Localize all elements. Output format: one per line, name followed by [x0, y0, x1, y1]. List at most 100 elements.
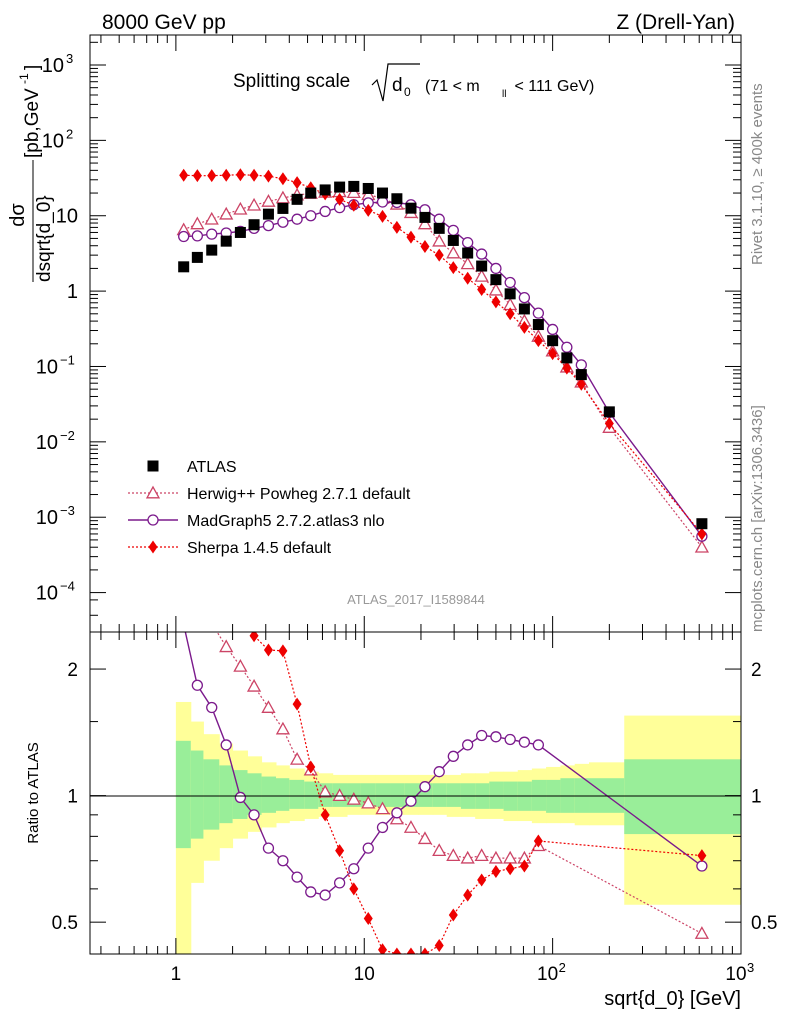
main-point-atlas: [490, 274, 502, 286]
ratio-point-herwig-powheg-2-7-1-default: [446, 848, 461, 862]
ratio-point-sherpa-1-4-5-default: [697, 849, 707, 863]
plot-title: Splitting scale d 0 (71 < m ll < 111 GeV…: [233, 63, 594, 102]
ratio-point-herwig-powheg-2-7-1-default: [233, 658, 248, 672]
ratio-point-herwig-powheg-2-7-1-default: [332, 788, 347, 802]
header-left: 8000 GeV pp: [102, 11, 226, 34]
ratio-point-madgraph5-2-7-2-atlas3-nlo: [191, 679, 203, 691]
main-point-madgraph5-2-7-2-atlas3-nlo: [575, 359, 587, 371]
main-point-sherpa-1-4-5-default: [576, 377, 586, 391]
ratio-point-sherpa-1-4-5-default: [249, 632, 259, 643]
ratio-point-sherpa-1-4-5-default: [207, 560, 216, 573]
main-point-sherpa-1-4-5-default: [533, 334, 543, 348]
main-point-atlas: [575, 369, 587, 381]
ratio-point-sherpa-1-4-5-default: [349, 882, 359, 896]
ratio-point-herwig-powheg-2-7-1-default: [318, 784, 333, 798]
ratio-point-madgraph5-2-7-2-atlas3-nlo: [433, 766, 445, 778]
ratio-point-sherpa-1-4-5-default: [363, 912, 373, 926]
ratio-series-sherpa-1-4-5-default: [207, 560, 707, 954]
ratio-point-madgraph5-2-7-2-atlas3-nlo: [362, 842, 374, 854]
ratio-point-sherpa-1-4-5-default: [335, 844, 345, 858]
rivet-label: Rivet 3.1.10, ≥ 400k events: [749, 83, 766, 265]
main-point-atlas: [504, 288, 516, 300]
main-point-atlas: [447, 234, 459, 246]
ylabel-units-suffix: ]: [22, 65, 43, 70]
main-point-atlas: [248, 219, 260, 231]
band-inner: [489, 781, 505, 809]
main-point-atlas: [291, 193, 303, 205]
ratio-point-sherpa-1-4-5-default: [306, 760, 316, 774]
sqrt-symbol: [371, 63, 420, 102]
header-right: Z (Drell-Yan): [616, 11, 735, 34]
ratio-point-madgraph5-2-7-2-atlas3-nlo: [305, 886, 317, 898]
ratio-point-herwig-powheg-2-7-1-default: [289, 751, 305, 765]
main-ytick-exp: −3: [60, 503, 75, 518]
ratio-frame: [89, 631, 742, 955]
ratio-ytick-label: 0.5: [52, 913, 78, 934]
ratio-point-herwig-powheg-2-7-1-default: [474, 848, 489, 862]
ratio-point-sherpa-1-4-5-default: [448, 908, 458, 922]
main-point-sherpa-1-4-5-default: [292, 176, 302, 190]
ratio-point-sherpa-1-4-5-default: [392, 947, 402, 954]
xtick-label: 10: [537, 964, 558, 985]
ylabel-main: dσ dsqrt{d_0} [pb,GeV -1 ]: [7, 65, 55, 282]
main-point-atlas: [348, 180, 360, 192]
main-ytick-label: 1: [67, 281, 78, 303]
main-point-atlas: [405, 202, 417, 214]
main-ytick-label: 10: [42, 130, 64, 152]
legend-entry-madgraph5-2-7-2-atlas3-nlo: MadGraph5 2.7.2.atlas3 nlo: [128, 513, 385, 530]
main-point-madgraph5-2-7-2-atlas3-nlo: [291, 213, 303, 225]
band-inner: [304, 781, 319, 809]
main-point-madgraph5-2-7-2-atlas3-nlo: [532, 307, 545, 319]
main-point-atlas: [220, 235, 232, 247]
main-point-madgraph5-2-7-2-atlas3-nlo: [262, 219, 275, 232]
main-point-sherpa-1-4-5-default: [562, 361, 572, 375]
main-point-sherpa-1-4-5-default: [434, 248, 444, 262]
legend: ATLAS Herwig++ Powheg 2.7.1 default MadGra…: [128, 459, 411, 557]
xtick-label: 10: [725, 964, 746, 985]
main-point-sherpa-1-4-5-default: [349, 198, 359, 212]
main-point-atlas: [433, 222, 445, 234]
xtick-exp: 2: [559, 960, 566, 975]
ratio-point-madgraph5-2-7-2-atlas3-nlo: [504, 733, 516, 746]
main-point-madgraph5-2-7-2-atlas3-nlo: [518, 291, 531, 304]
main-point-sherpa-1-4-5-default: [249, 168, 259, 182]
ratio-point-herwig-powheg-2-7-1-default: [417, 831, 433, 845]
ylabel-numerator: dσ: [7, 203, 29, 227]
main-point-madgraph5-2-7-2-atlas3-nlo: [504, 276, 516, 289]
main-point-madgraph5-2-7-2-atlas3-nlo: [191, 230, 203, 242]
watermark: ATLAS_2017_I1589844: [347, 592, 485, 607]
main-point-sherpa-1-4-5-default: [207, 169, 217, 183]
ratio-point-herwig-powheg-2-7-1-default: [346, 791, 361, 805]
main-point-madgraph5-2-7-2-atlas3-nlo: [319, 205, 331, 218]
main-point-atlas: [234, 226, 246, 238]
ratio-point-sherpa-1-4-5-default: [477, 873, 487, 887]
legend-label: MadGraph5 2.7.2.atlas3 nlo: [187, 513, 385, 530]
title-main: Splitting scale: [233, 71, 350, 92]
xtick-exp: 3: [747, 960, 754, 975]
ratio-point-herwig-powheg-2-7-1-default: [178, 583, 190, 594]
band-inner: [360, 783, 377, 807]
legend-entry-herwig-powheg-2-7-1-default: Herwig++ Powheg 2.7.1 default: [128, 485, 411, 503]
main-point-atlas: [206, 244, 218, 256]
ratio-point-madgraph5-2-7-2-atlas3-nlo: [391, 807, 403, 819]
legend-entry-atlas: ATLAS: [147, 459, 237, 476]
ratio-point-sherpa-1-4-5-default: [434, 939, 444, 953]
ratio-point-herwig-powheg-2-7-1-default: [261, 700, 276, 713]
band-inner: [203, 759, 220, 830]
ratio-ytick-label-right: 2: [751, 660, 762, 681]
ratio-point-sherpa-1-4-5-default: [420, 947, 430, 954]
ratio-point-sherpa-1-4-5-default: [236, 615, 245, 628]
band-inner: [247, 773, 263, 815]
main-point-sherpa-1-4-5-default: [179, 168, 189, 182]
main-point-atlas: [191, 251, 203, 263]
main-ytick-label: 10: [42, 55, 64, 77]
main-point-herwig-powheg-2-7-1-default: [261, 194, 276, 207]
legend-marker: [148, 540, 158, 554]
main-point-atlas: [391, 193, 403, 205]
main-ytick-exp: −2: [60, 428, 75, 443]
main-point-sherpa-1-4-5-default: [548, 347, 558, 361]
main-point-herwig-powheg-2-7-1-default: [694, 539, 709, 553]
main-point-sherpa-1-4-5-default: [505, 307, 515, 321]
main-ytick-exp: −1: [60, 352, 75, 367]
